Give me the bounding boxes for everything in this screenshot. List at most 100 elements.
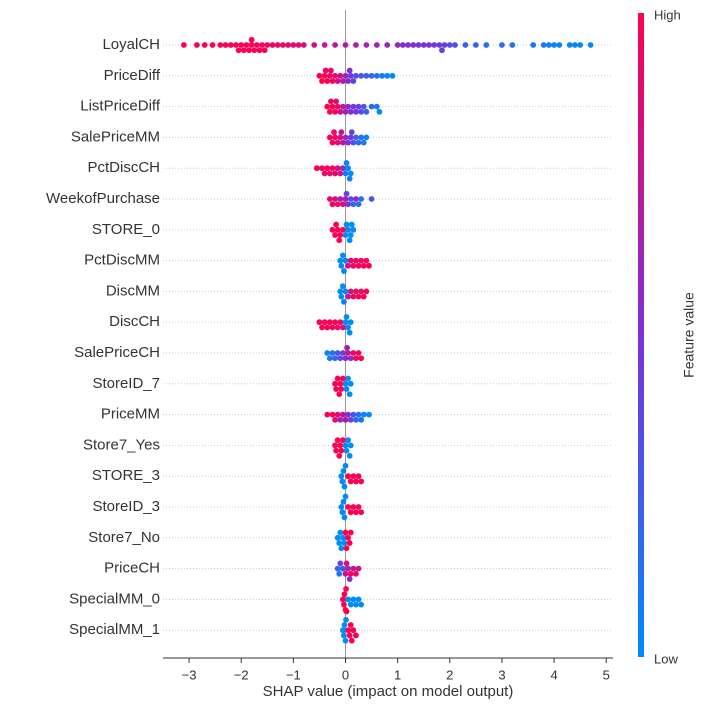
shap-point [337, 319, 344, 326]
shap-point [347, 319, 354, 326]
shap-point [346, 540, 353, 546]
shap-point [342, 196, 349, 202]
shap-point [368, 103, 375, 110]
shap-point [321, 170, 328, 177]
shap-point [355, 293, 362, 300]
shap-point [332, 442, 338, 449]
shap-point [342, 42, 349, 48]
shap-point [332, 196, 338, 202]
shap-point [353, 416, 359, 423]
shap-point [290, 42, 297, 48]
shap-point [353, 196, 359, 202]
shap-point [363, 72, 370, 79]
shap-point [334, 437, 341, 444]
shap-point [363, 134, 370, 141]
shap-point [360, 411, 367, 418]
shap-point [326, 170, 333, 177]
shap-point [350, 139, 357, 146]
shap-point [353, 42, 359, 48]
shap-point [222, 42, 229, 48]
shap-point [326, 134, 333, 141]
shap-point [341, 601, 347, 608]
shap-point [331, 129, 337, 136]
shap-point [342, 570, 349, 577]
shap-point [311, 42, 318, 48]
shap-point [353, 601, 359, 608]
shap-point [345, 375, 352, 382]
shap-point [337, 529, 344, 536]
shap-point [332, 232, 338, 238]
shap-point [344, 344, 350, 351]
shap-point [329, 165, 336, 172]
shap-point [343, 386, 350, 392]
shap-point [373, 42, 380, 48]
shap-point [339, 103, 346, 110]
shap-point [540, 42, 547, 48]
shap-point [499, 42, 505, 48]
shap-point [334, 375, 341, 382]
shap-point [342, 232, 349, 238]
shap-point [347, 570, 354, 577]
shap-point [355, 350, 362, 356]
shap-point [324, 78, 331, 84]
shap-point [342, 462, 349, 469]
feature-label: PctDiscMM [84, 252, 160, 269]
shap-point [339, 478, 346, 485]
shap-point [355, 139, 362, 146]
colorbar-low: Low [654, 651, 678, 666]
shap-point [338, 447, 345, 454]
shap-point [339, 165, 346, 172]
shap-point [339, 78, 346, 84]
shap-point [347, 478, 354, 485]
shap-point [439, 47, 445, 54]
shap-point [342, 72, 349, 79]
shap-point [355, 596, 362, 603]
shap-point [338, 129, 345, 136]
shap-point [332, 380, 338, 387]
shap-point [347, 509, 354, 516]
shap-point [346, 452, 353, 459]
shap-point [358, 478, 365, 485]
x-tick-label: 0 [342, 667, 349, 682]
feature-label: PriceMM [101, 406, 160, 423]
shap-point [358, 355, 365, 362]
shap-point [340, 498, 347, 505]
shap-point [338, 386, 345, 392]
shap-point [346, 632, 353, 639]
shap-point [345, 226, 352, 233]
shap-point [355, 411, 362, 418]
shap-point [337, 232, 344, 238]
shap-point [248, 36, 255, 43]
shap-point [217, 42, 224, 48]
x-axis-label: SHAP value (impact on model output) [263, 683, 514, 700]
shap-point [324, 165, 331, 172]
shap-point [256, 47, 263, 54]
shap-point [316, 319, 323, 326]
shap-point [338, 545, 345, 552]
colorbar-label: Feature value [681, 292, 697, 378]
feature-label: SpecialMM_1 [69, 621, 160, 638]
shap-point [347, 170, 354, 177]
shap-point [334, 201, 341, 208]
shap-point [339, 226, 346, 233]
shap-point [355, 201, 362, 208]
shap-point [233, 42, 239, 48]
shap-point [347, 232, 354, 238]
shap-point [338, 504, 345, 510]
shap-point [343, 608, 350, 615]
shap-point [366, 262, 372, 269]
shap-point [259, 42, 265, 48]
shap-point [342, 170, 349, 177]
shap-point [337, 355, 344, 362]
shap-point [338, 473, 345, 480]
shap-point [334, 565, 341, 572]
shap-point [341, 632, 347, 639]
shap-point [373, 103, 380, 110]
shap-point [347, 288, 354, 295]
shap-point [321, 319, 328, 326]
shap-point [337, 442, 344, 449]
shap-point [345, 350, 352, 356]
shap-point [347, 257, 354, 264]
shap-point [337, 134, 344, 141]
shap-point [345, 262, 352, 269]
